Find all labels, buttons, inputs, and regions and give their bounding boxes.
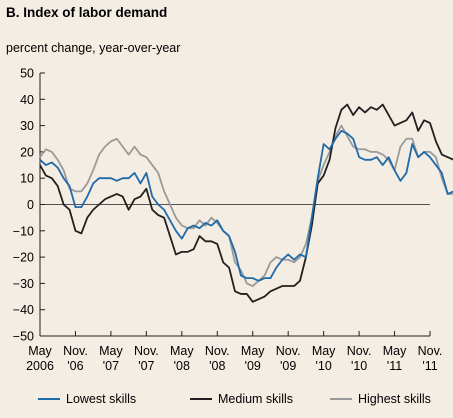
- x-tick-label: Nov.: [276, 344, 301, 358]
- y-tick-label: 50: [20, 67, 34, 81]
- x-tick-label-year: '10: [351, 359, 367, 373]
- y-tick-label: −20: [13, 251, 34, 265]
- x-tick-label-year: 2006: [26, 359, 54, 373]
- x-tick-label: May: [383, 344, 407, 358]
- x-tick-label: May: [99, 344, 123, 358]
- y-tick-label: −40: [13, 303, 34, 317]
- x-tick-label: May: [241, 344, 265, 358]
- legend: Lowest skills Medium skills Highest skills: [38, 392, 431, 406]
- chart-subtitle: percent change, year-over-year: [6, 41, 180, 55]
- x-tick-label: Nov.: [63, 344, 88, 358]
- x-tick-label: Nov.: [418, 344, 443, 358]
- x-tick-label-year: '06: [67, 359, 83, 373]
- x-tick-label-year: '09: [280, 359, 296, 373]
- y-tick-label: 20: [20, 145, 34, 159]
- x-tick-label-year: '08: [209, 359, 225, 373]
- legend-label: Lowest skills: [66, 392, 136, 406]
- y-tick-label: 40: [20, 93, 34, 107]
- x-tick-label: Nov.: [134, 344, 159, 358]
- y-tick-label: 0: [27, 198, 34, 212]
- legend-label: Medium skills: [218, 392, 293, 406]
- y-tick-label: 30: [20, 119, 34, 133]
- y-tick-label: −50: [13, 330, 34, 344]
- series-line-medium-skills: [39, 103, 453, 303]
- chart-title: B. Index of labor demand: [6, 5, 167, 20]
- x-tick-label-year: '08: [174, 359, 190, 373]
- x-tick-label: May: [312, 344, 336, 358]
- x-tick-label-year: '09: [245, 359, 261, 373]
- x-tick-label-year: '11: [387, 359, 402, 373]
- axes: −50−40−30−20−1001020304050May2006Nov.'06…: [13, 67, 443, 374]
- x-tick-label: Nov.: [205, 344, 230, 358]
- x-tick-label-year: '10: [315, 359, 331, 373]
- x-tick-label: Nov.: [347, 344, 372, 358]
- x-tick-label-year: '07: [103, 359, 119, 373]
- legend-label: Highest skills: [358, 392, 431, 406]
- series-lines: [39, 103, 453, 303]
- y-tick-label: −10: [13, 224, 34, 238]
- series-line-lowest-skills: [39, 129, 453, 282]
- x-tick-label-year: '11: [422, 359, 437, 373]
- x-tick-label-year: '07: [138, 359, 154, 373]
- x-tick-label: May: [28, 344, 52, 358]
- y-tick-label: −30: [13, 277, 34, 291]
- x-tick-label: May: [170, 344, 194, 358]
- y-tick-label: 10: [20, 172, 34, 186]
